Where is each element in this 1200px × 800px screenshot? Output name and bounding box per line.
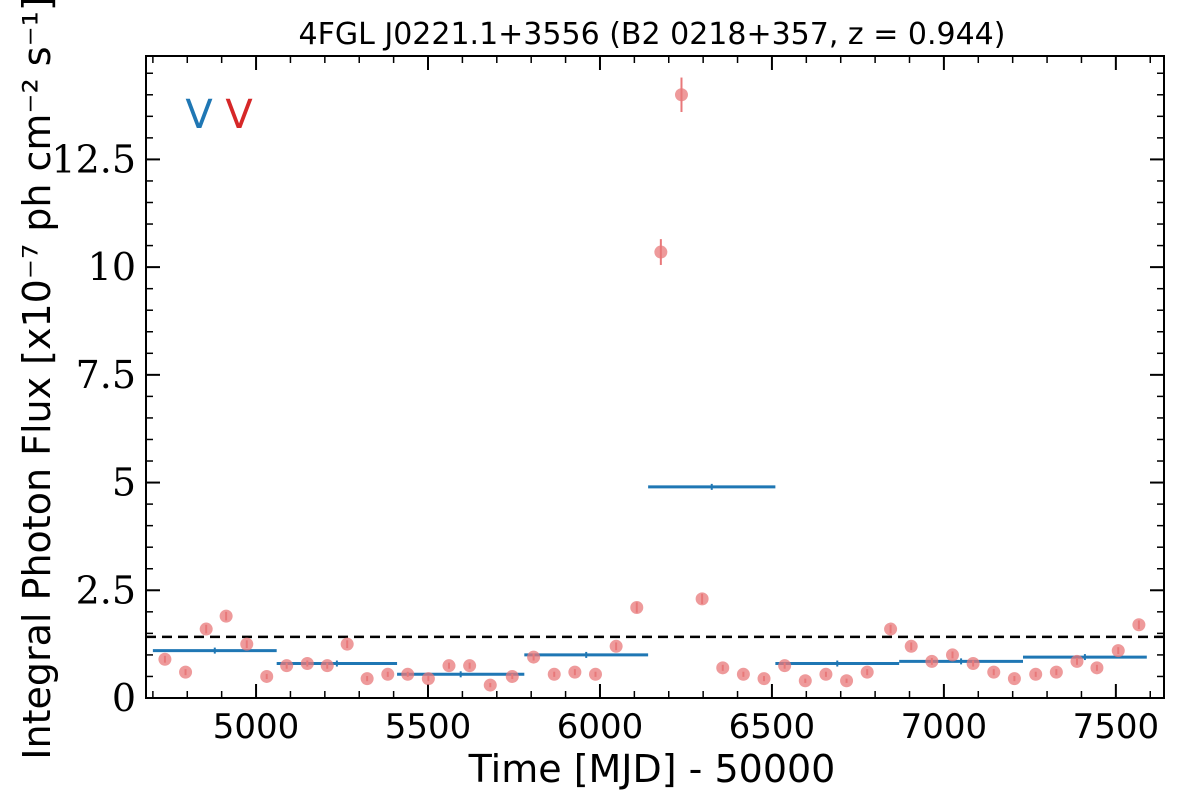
data-point: [421, 672, 435, 686]
data-point: [360, 672, 374, 686]
points-layer: [158, 77, 1146, 692]
plot-frame: [145, 55, 1165, 699]
blocks-layer: [152, 483, 1147, 678]
data-point: [300, 657, 314, 671]
data-point: [695, 592, 709, 606]
data-point: [819, 667, 833, 681]
x-axis-label: Time [MJD] - 50000: [468, 747, 836, 791]
data-point: [381, 667, 395, 681]
y-axis-label: Integral Photon Flux [x10⁻⁷ ph cm⁻² s⁻¹]: [15, 0, 59, 760]
data-point: [158, 652, 172, 666]
data-point: [483, 678, 497, 692]
data-point: [527, 650, 541, 664]
x-tick-label: 6500: [729, 707, 816, 747]
data-point: [219, 609, 233, 623]
data-point: [568, 665, 582, 679]
data-point: [240, 637, 254, 651]
x-tick-label: 5500: [385, 707, 472, 747]
data-point: [987, 665, 1001, 679]
data-point: [1029, 667, 1043, 681]
data-point: [442, 659, 456, 673]
data-point: [589, 667, 603, 681]
x-tick-label: 5000: [213, 707, 300, 747]
y-tick-label: 12.5: [51, 137, 136, 181]
data-point: [1132, 618, 1146, 632]
data-point: [547, 667, 561, 681]
tick-layer: 5000 5500 6000 6500 7000 7500 0 2.5 5 7.5 10 12.5: [51, 56, 1164, 747]
data-point: [463, 659, 477, 673]
data-point: [654, 245, 668, 259]
data-point: [757, 672, 771, 686]
marker-label: V: [185, 92, 213, 138]
data-point: [280, 659, 294, 673]
data-point: [778, 659, 792, 673]
data-point: [609, 639, 623, 653]
data-point: [945, 648, 959, 662]
data-point: [1049, 665, 1063, 679]
chart-title: 4FGL J0221.1+3556 (B2 0218+357, z = 0.94…: [299, 17, 1006, 52]
data-point: [320, 659, 334, 673]
y-tick-label: 10: [88, 245, 136, 289]
x-tick-label: 7500: [1073, 707, 1160, 747]
y-tick-label: 7.5: [76, 353, 136, 397]
data-point: [736, 667, 750, 681]
data-point: [179, 665, 193, 679]
data-point: [1070, 654, 1084, 668]
y-tick-label: 2.5: [76, 568, 136, 612]
data-point: [798, 674, 812, 688]
data-point: [630, 601, 644, 615]
data-point: [340, 637, 354, 651]
data-point: [505, 669, 519, 683]
y-tick-label: 5: [112, 461, 136, 505]
data-point: [1007, 672, 1021, 686]
data-point: [716, 661, 730, 675]
data-point: [884, 622, 898, 636]
data-point: [1111, 644, 1125, 658]
marker-label: V: [225, 92, 253, 138]
data-point: [966, 657, 980, 671]
y-tick-label: 0: [112, 676, 136, 720]
data-point: [925, 654, 939, 668]
data-point: [1090, 661, 1104, 675]
data-point: [674, 88, 688, 102]
data-point: [840, 674, 854, 688]
data-point: [401, 667, 415, 681]
data-point: [904, 639, 918, 653]
data-point: [860, 665, 874, 679]
x-tick-label: 6000: [557, 707, 644, 747]
x-tick-label: 7000: [901, 707, 988, 747]
data-point: [260, 669, 274, 683]
data-point: [199, 622, 213, 636]
